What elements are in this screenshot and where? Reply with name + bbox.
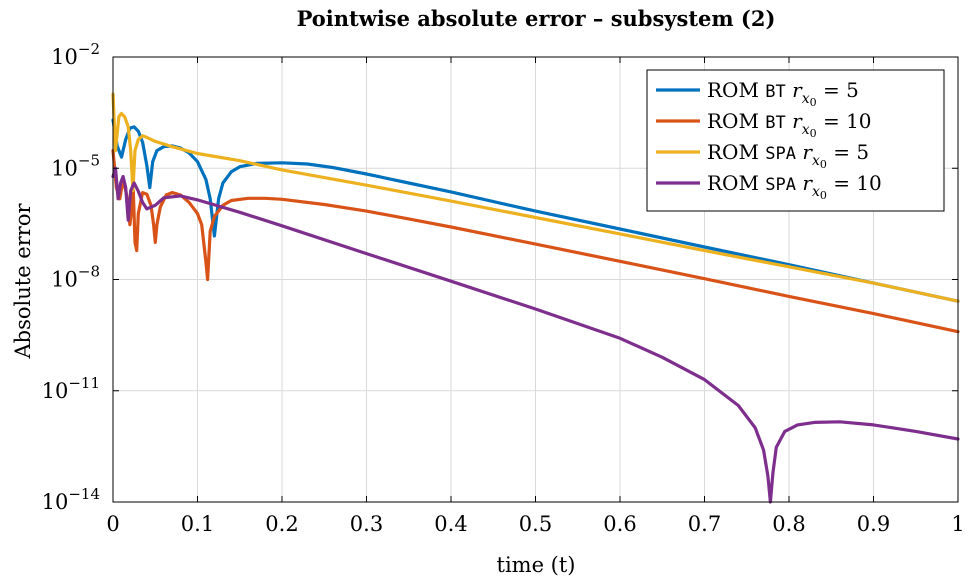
- y-tick-label: 10−14: [42, 485, 100, 514]
- x-tick-label: 0: [106, 512, 119, 536]
- y-tick-label: 10−8: [51, 263, 100, 292]
- x-tick-label: 0.3: [350, 512, 383, 536]
- series-line-4: [111, 166, 960, 504]
- y-tick-label: 10−2: [51, 40, 100, 69]
- y-tick-label: 10−5: [51, 151, 100, 180]
- x-tick-label: 0.9: [857, 512, 890, 536]
- x-tick-label: 0.6: [603, 512, 636, 536]
- legend-box: [646, 69, 945, 212]
- legend-entry-2: ROM BT rx0 = 10: [707, 109, 872, 140]
- x-tick-label: 0.5: [519, 512, 552, 536]
- x-tick-labels: 0 0.1 0.2 0.3 0.4 0.5 0.6 0.7 0.8 0.9 1: [106, 512, 964, 536]
- series-line-3: [111, 92, 960, 303]
- y-axis-label: Absolute error: [11, 203, 35, 360]
- x-tick-label: 0.2: [265, 512, 298, 536]
- x-tick-label: 0.8: [772, 512, 805, 536]
- legend-entry-3: ROM SPA rx0 = 5: [707, 140, 869, 171]
- x-tick-label: 1: [951, 512, 964, 536]
- legend-entry-4: ROM SPA rx0 = 10: [707, 171, 882, 202]
- x-tick-label: 0.1: [181, 512, 214, 536]
- y-tick-labels: 10−14 10−11 10−8 10−5 10−2: [42, 40, 100, 514]
- series-line-1: [111, 118, 960, 303]
- axis-ticks: [112, 56, 959, 503]
- x-tick-label: 0.4: [434, 512, 467, 536]
- legend-entry-1: ROM BT rx0 = 5: [707, 78, 859, 109]
- x-tick-label: 0.7: [688, 512, 721, 536]
- series-group: [111, 92, 960, 504]
- y-tick-label: 10−11: [42, 374, 100, 403]
- chart-title: Pointwise absolute error – subsystem (2): [297, 6, 776, 31]
- x-axis-label: time (t): [497, 553, 576, 577]
